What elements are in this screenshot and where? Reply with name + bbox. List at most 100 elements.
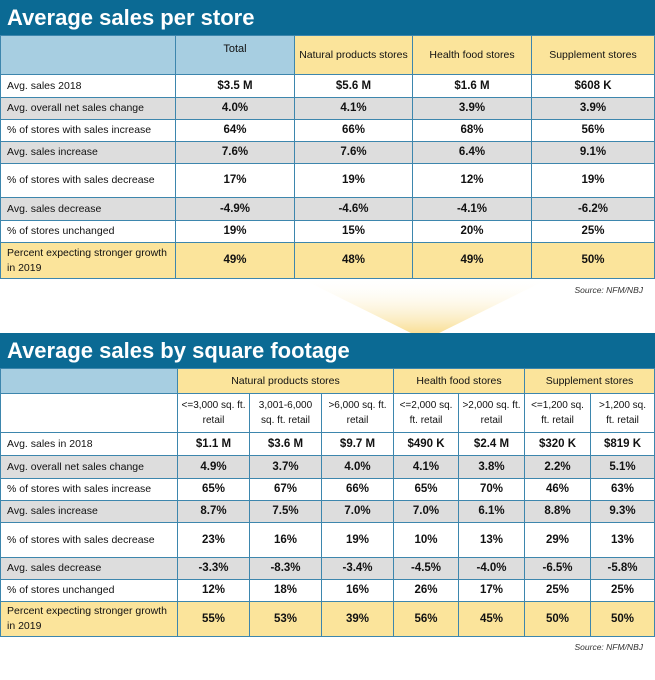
row-label: Avg. overall net sales change [0, 97, 176, 120]
table-row: Avg. sales in 2018 $1.1 M $3.6 M $9.7 M $490… [0, 432, 655, 456]
value-cell: 4.1% [294, 97, 413, 120]
value-cell: -3.4% [320, 557, 395, 580]
value-cell: $490 K [393, 432, 460, 456]
value-cell: $1.6 M [412, 74, 532, 98]
value-cell: 25% [531, 220, 655, 243]
value-cell: $9.7 M [320, 432, 395, 456]
value-cell: 7.0% [320, 500, 395, 523]
group-supplement: Supplement stores [524, 368, 655, 394]
value-cell: 8.8% [524, 500, 592, 523]
header-health: Health food stores [412, 35, 532, 75]
value-cell: $3.5 M [175, 74, 295, 98]
value-cell: $320 K [524, 432, 592, 456]
value-cell: $819 K [590, 432, 655, 456]
row-label: % of stores with sales increase [0, 119, 176, 142]
value-cell: 13% [590, 522, 655, 558]
header-blank [0, 368, 178, 394]
value-cell: 56% [393, 601, 460, 637]
value-cell: 12% [412, 163, 532, 198]
value-cell: 45% [458, 601, 526, 637]
value-cell: 16% [320, 579, 395, 602]
header-total: Total [175, 35, 295, 75]
subheader-cell: >1,200 sq. ft. retail [590, 393, 655, 433]
value-cell: 70% [458, 478, 526, 501]
row-label: Avg. sales decrease [0, 557, 178, 580]
row-label: % of stores with sales decrease [0, 163, 176, 198]
value-cell: 15% [294, 220, 413, 243]
group-health: Health food stores [393, 368, 526, 394]
value-cell: -4.6% [294, 197, 413, 221]
row-label: % of stores unchanged [0, 579, 178, 602]
value-cell: 66% [294, 119, 413, 142]
table-row: Avg. overall net sales change 4.0% 4.1% 3.9… [0, 97, 655, 120]
value-cell: 10% [393, 522, 460, 558]
group-header-row: Natural products stores Health food stor… [0, 368, 655, 394]
value-cell: -4.9% [175, 197, 295, 221]
value-cell: 13% [458, 522, 526, 558]
table-row: % of stores unchanged 12% 18% 16% 26% 17% 25% 2… [0, 579, 655, 602]
value-cell: 9.1% [531, 141, 655, 164]
value-cell: 39% [320, 601, 395, 637]
value-cell: -8.3% [249, 557, 322, 580]
value-cell: -6.5% [524, 557, 592, 580]
value-cell: 67% [249, 478, 322, 501]
row-label: Avg. sales in 2018 [0, 432, 178, 456]
value-cell: 25% [524, 579, 592, 602]
value-cell: 3.8% [458, 455, 526, 479]
value-cell: 50% [531, 242, 655, 279]
table-row: % of stores with sales increase 65% 67% 66%… [0, 478, 655, 501]
header-natural: Natural products stores [294, 35, 413, 75]
value-cell: 3.9% [412, 97, 532, 120]
value-cell: 12% [177, 579, 250, 602]
subheader-row: <=3,000 sq. ft. retail 3,001-6,000 sq. ft… [0, 393, 655, 433]
row-label: Avg. sales increase [0, 500, 178, 523]
value-cell: $2.4 M [458, 432, 526, 456]
value-cell: 8.7% [177, 500, 250, 523]
row-label: Avg. sales increase [0, 141, 176, 164]
row-label: Avg. sales 2018 [0, 74, 176, 98]
value-cell: 18% [249, 579, 322, 602]
value-cell: 17% [458, 579, 526, 602]
table2-source: Source: NFM/NBJ [574, 642, 644, 652]
table-row: Avg. sales decrease -3.3% -8.3% -3.4% -4.5% -… [0, 557, 655, 580]
value-cell: 55% [177, 601, 250, 637]
subheader-cell: <=1,200 sq. ft. retail [524, 393, 592, 433]
value-cell: 7.6% [175, 141, 295, 164]
value-cell: -3.3% [177, 557, 250, 580]
value-cell: 3.7% [249, 455, 322, 479]
header-blank [0, 35, 176, 75]
value-cell: 56% [531, 119, 655, 142]
value-cell: 5.1% [590, 455, 655, 479]
subheader-blank [0, 393, 178, 433]
value-cell: 66% [320, 478, 395, 501]
row-label: % of stores with sales decrease [0, 522, 178, 558]
value-cell: -5.8% [590, 557, 655, 580]
average-sales-by-square-footage-table: Natural products stores Health food stor… [0, 368, 655, 637]
row-label: Percent expecting stronger growth in 201… [0, 601, 178, 637]
table-row: % of stores with sales increase 64% 66% 68%… [0, 119, 655, 142]
value-cell: 4.1% [393, 455, 460, 479]
value-cell: 19% [531, 163, 655, 198]
value-cell: 9.3% [590, 500, 655, 523]
value-cell: -4.0% [458, 557, 526, 580]
average-sales-per-store-table: Total Natural products stores Health foo… [0, 35, 655, 279]
table-row: Avg. sales increase 8.7% 7.5% 7.0% 7.0% 6.1% 8… [0, 500, 655, 523]
value-cell: 20% [412, 220, 532, 243]
row-label: Percent expecting stronger growth in 201… [0, 242, 176, 279]
value-cell: 29% [524, 522, 592, 558]
value-cell: 53% [249, 601, 322, 637]
row-label: % of stores with sales increase [0, 478, 178, 501]
value-cell: 19% [320, 522, 395, 558]
subheader-cell: >2,000 sq. ft. retail [458, 393, 526, 433]
header-supplement: Supplement stores [531, 35, 655, 75]
subheader-cell: <=3,000 sq. ft. retail [177, 393, 250, 433]
row-label: Avg. overall net sales change [0, 455, 178, 479]
value-cell: 16% [249, 522, 322, 558]
value-cell: 63% [590, 478, 655, 501]
value-cell: 6.4% [412, 141, 532, 164]
table1-source: Source: NFM/NBJ [574, 285, 644, 295]
table-row: Avg. sales decrease -4.9% -4.6% -4.1% -6.2% [0, 197, 655, 221]
value-cell: -4.1% [412, 197, 532, 221]
table1-title: Average sales per store [0, 0, 655, 35]
value-cell: 65% [177, 478, 250, 501]
